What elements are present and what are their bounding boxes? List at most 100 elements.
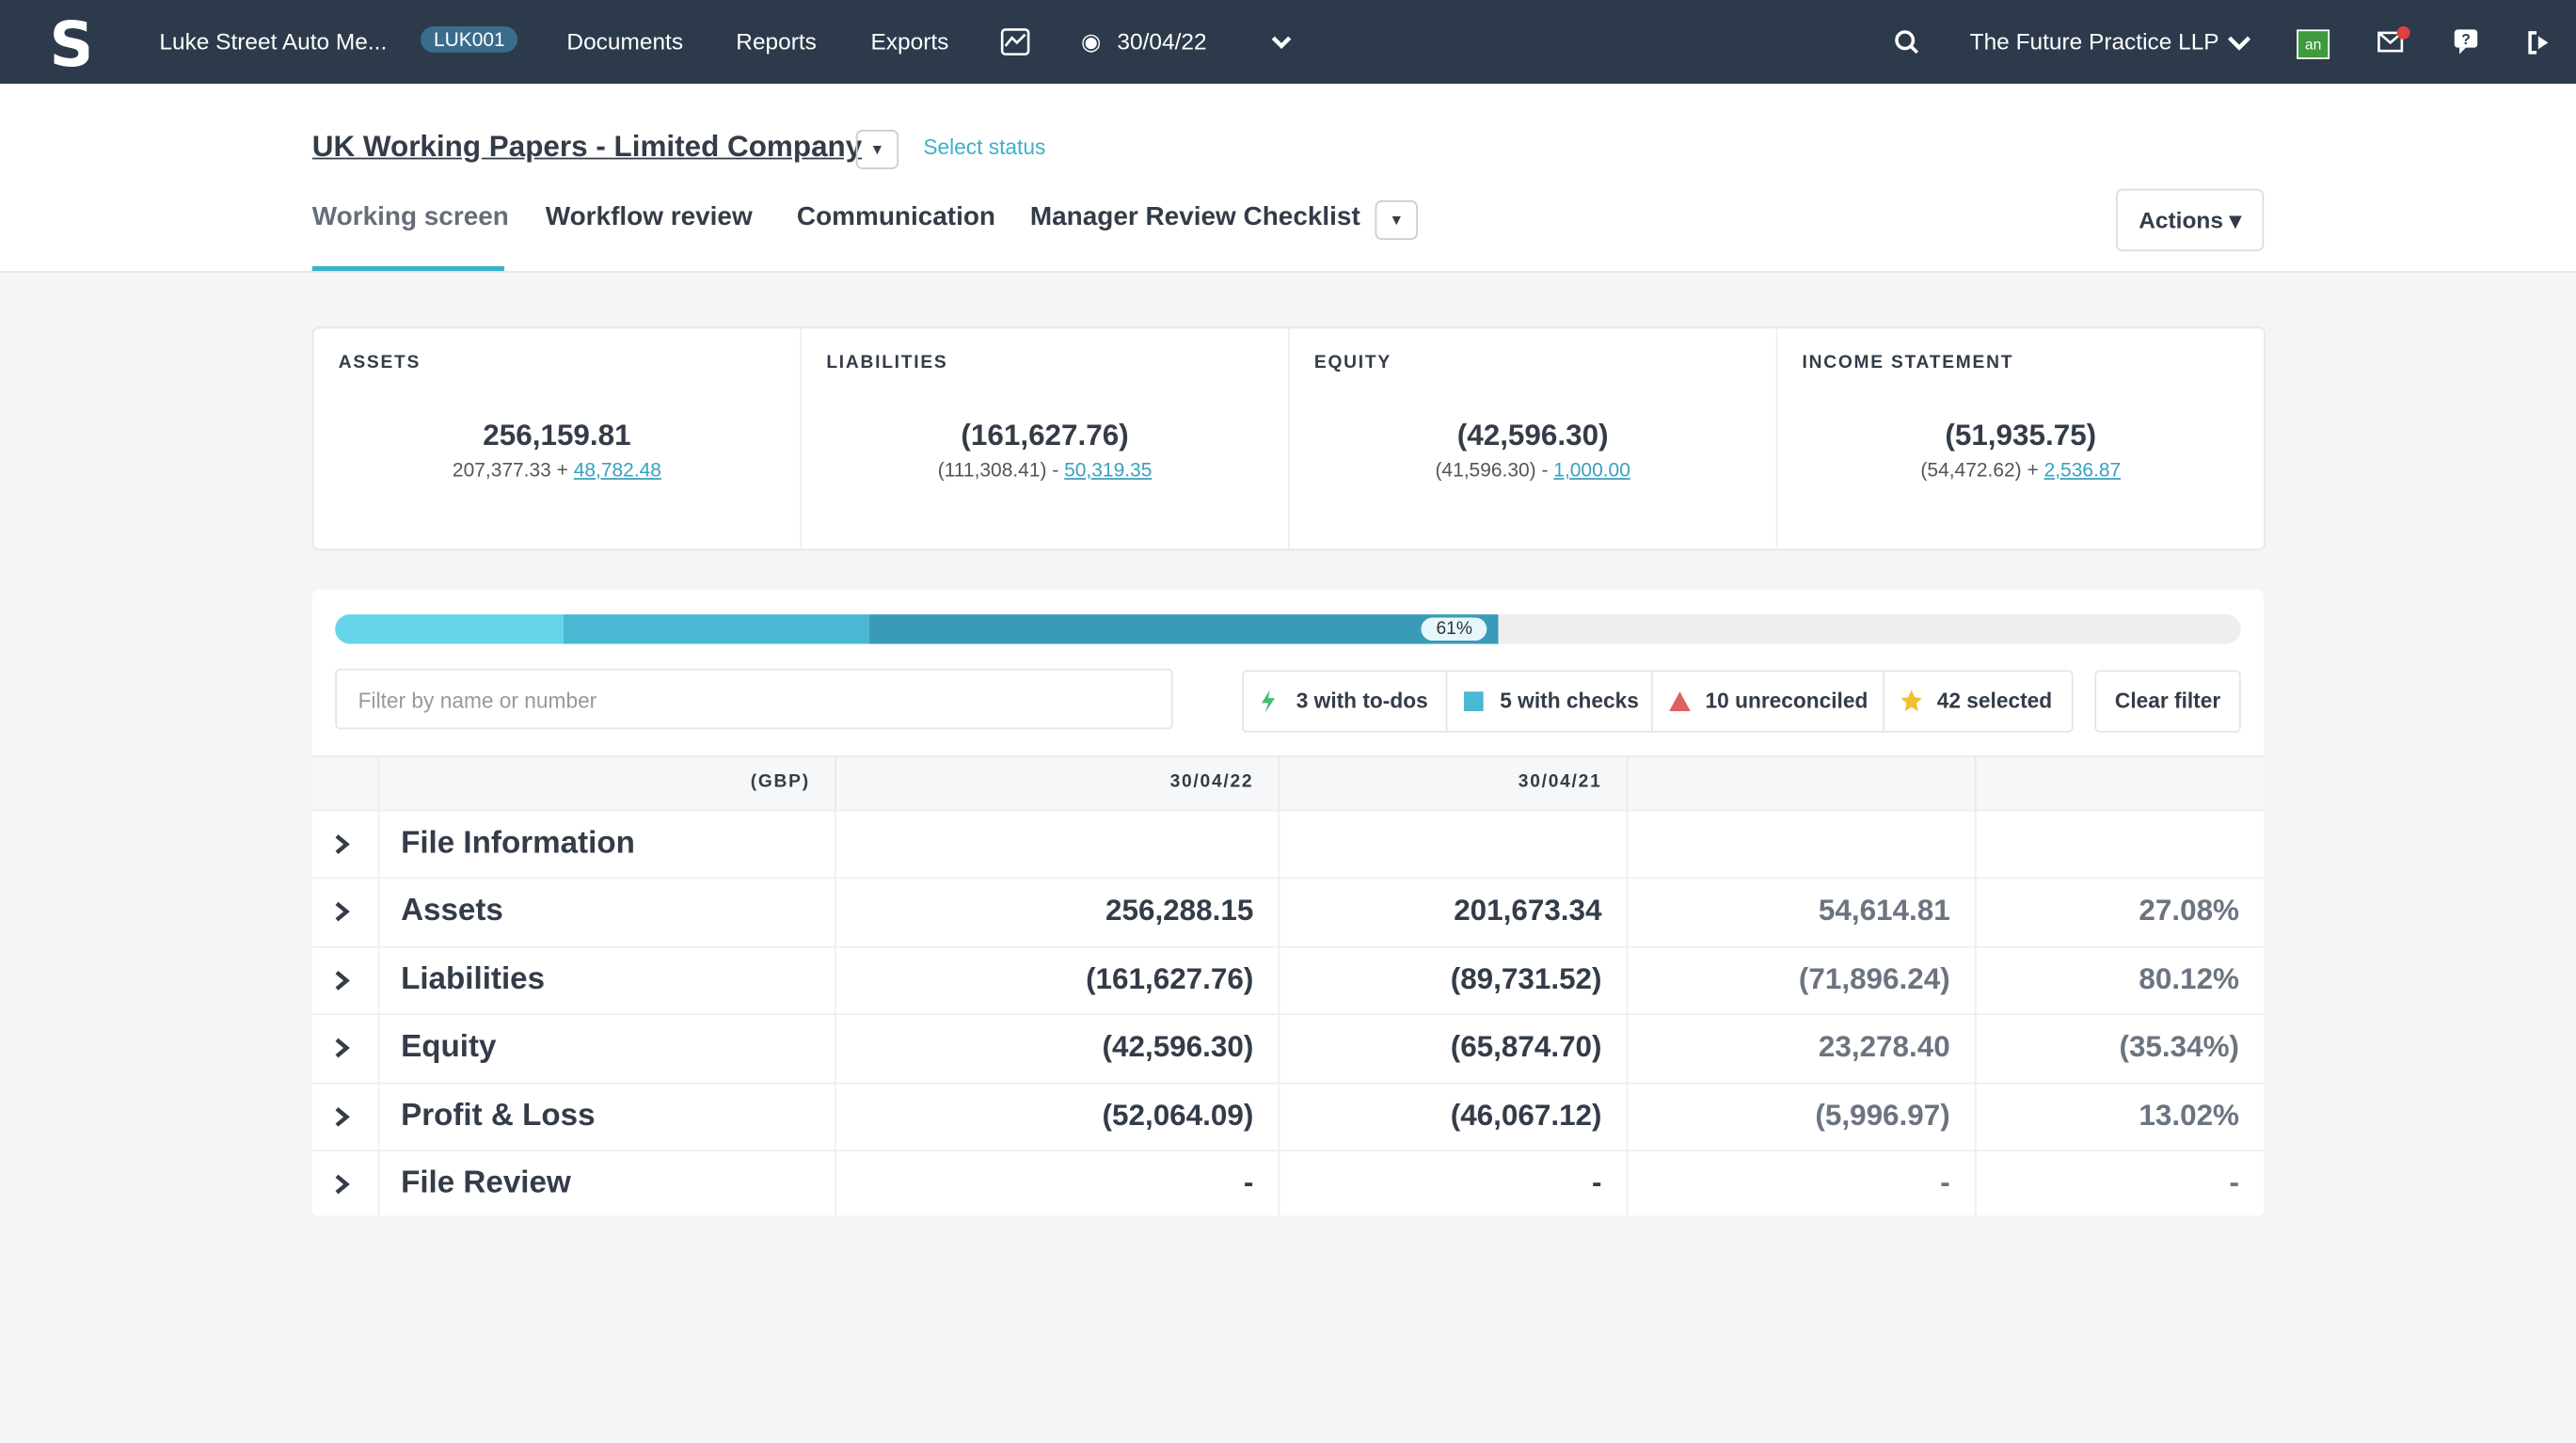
expand-chevron[interactable] xyxy=(333,1173,350,1204)
card-title: ASSETS xyxy=(338,353,421,373)
table-row[interactable]: Assets 256,288.15 201,673.34 54,614.81 27.08… xyxy=(311,878,2265,947)
column-divider xyxy=(1626,879,1629,947)
filter-chip[interactable]: 5 with checks xyxy=(1447,672,1653,732)
expand-chevron[interactable] xyxy=(333,901,350,932)
expand-chevron[interactable] xyxy=(333,969,350,1000)
column-divider xyxy=(1278,1015,1280,1084)
column-divider xyxy=(1974,811,1977,880)
filter-chip[interactable]: 42 selected xyxy=(1884,672,2072,731)
tab-active[interactable]: Working screen xyxy=(311,203,509,232)
cell-value: (52,064.09) xyxy=(1102,1098,1254,1132)
column-divider xyxy=(377,811,380,880)
column-divider xyxy=(1278,811,1280,880)
help-icon[interactable]: ? xyxy=(2453,28,2479,55)
card-op: + xyxy=(556,458,568,482)
search-icon[interactable] xyxy=(1894,29,1920,56)
nav-link[interactable]: Documents xyxy=(566,27,684,55)
column-divider xyxy=(377,947,380,1015)
table-row[interactable]: Equity (42,596.30) (65,874.70) 23,278.40 (35… xyxy=(311,1013,2265,1084)
cell-value: 256,288.15 xyxy=(1105,894,1254,928)
column-divider xyxy=(1974,1083,1977,1151)
cell-value: (161,627.76) xyxy=(1086,961,1254,995)
cell-value: - xyxy=(2229,1166,2240,1199)
card-title: LIABILITIES xyxy=(826,353,948,373)
table-row[interactable]: Profit & Loss (52,064.09) (46,067.12) (5,99… xyxy=(311,1082,2265,1151)
summary-card: ASSETS 256,159.81 207,377.33 + 48,782.48 xyxy=(314,328,803,549)
card-breakdown: 207,377.33 + 48,782.48 xyxy=(314,458,801,481)
progress-segment xyxy=(868,614,1498,644)
tab[interactable]: Manager Review Checklist xyxy=(1029,203,1360,232)
cell-value: (46,067.12) xyxy=(1450,1098,1602,1132)
expand-chevron[interactable] xyxy=(333,1037,350,1068)
expand-chevron[interactable] xyxy=(333,1104,350,1135)
logo[interactable]: S xyxy=(46,13,88,72)
table-row[interactable]: File Review - - - - xyxy=(311,1150,2265,1219)
table-row[interactable]: File Information xyxy=(311,809,2265,880)
expand-chevron[interactable] xyxy=(333,832,350,864)
card-op: - xyxy=(1541,458,1549,482)
column-divider xyxy=(1974,1015,1977,1084)
chip-icon xyxy=(1262,690,1276,713)
status-select[interactable]: Select status xyxy=(923,135,1046,160)
filter-input[interactable]: Filter by name or number xyxy=(335,668,1173,730)
period-date[interactable]: 30/04/22 xyxy=(1117,27,1207,55)
column-divider xyxy=(377,756,380,810)
nav-link[interactable]: Reports xyxy=(736,27,817,55)
column-divider xyxy=(1974,947,1977,1015)
summary-card: EQUITY (42,596.30) (41,596.30) - 1,000.00 xyxy=(1290,328,1778,549)
chip-icon xyxy=(1900,690,1923,712)
column-divider xyxy=(835,756,836,810)
practice-name[interactable]: The Future Practice LLP xyxy=(1969,27,2219,55)
table-row[interactable]: Liabilities (161,627.76) (89,731.52) (71,89… xyxy=(311,945,2265,1015)
card-op: + xyxy=(2027,458,2039,482)
column-divider xyxy=(1278,1083,1280,1151)
logout-icon[interactable] xyxy=(2527,29,2553,56)
filter-chip[interactable]: 3 with to-dos xyxy=(1244,672,1448,732)
column-divider xyxy=(835,879,836,947)
progress-bar: 61% xyxy=(335,614,2241,644)
actions-button[interactable]: Actions ▾ xyxy=(2116,188,2265,252)
client-name[interactable]: Luke Street Auto Me... xyxy=(159,27,388,55)
tab[interactable]: Communication xyxy=(796,203,995,232)
page-title[interactable]: UK Working Papers - Limited Company xyxy=(311,129,863,163)
svg-text:S: S xyxy=(49,13,88,72)
client-code: LUK001 xyxy=(421,25,518,53)
panel: 61% Filter by name or number 3 with to-d… xyxy=(311,589,2265,1219)
progress-segment xyxy=(564,614,869,644)
card-link[interactable]: 48,782.48 xyxy=(573,458,661,482)
mail-icon[interactable] xyxy=(2377,24,2410,57)
chevron[interactable] xyxy=(2226,35,2252,51)
card-total: (42,596.30) xyxy=(1456,419,1609,452)
top-nav: S Luke Street Auto Me... LUK001 Document… xyxy=(0,0,2576,85)
cell-value: - xyxy=(1592,1166,1602,1199)
card-link[interactable]: 2,536.87 xyxy=(2043,458,2122,482)
filter-chip[interactable]: 10 unreconciled xyxy=(1653,672,1884,732)
tab[interactable]: Workflow review xyxy=(545,203,753,232)
card-base: (54,472.62) xyxy=(1920,458,2022,482)
column-divider xyxy=(377,879,380,947)
column-divider xyxy=(1626,1083,1629,1151)
cell-value: 80.12% xyxy=(2139,961,2240,995)
progress-label: 61% xyxy=(1421,617,1487,642)
chevron[interactable] xyxy=(1270,35,1293,51)
chip-icon xyxy=(1669,691,1691,712)
column-divider xyxy=(1626,1151,1629,1219)
column-divider xyxy=(377,1083,380,1151)
row-name: File Information xyxy=(401,826,635,861)
tab-dropdown[interactable]: ▼ xyxy=(1375,200,1418,240)
card-total: 256,159.81 xyxy=(483,419,631,452)
card-link[interactable]: 1,000.00 xyxy=(1553,458,1630,482)
card-link[interactable]: 50,319.35 xyxy=(1064,458,1153,482)
title-dropdown[interactable]: ▼ xyxy=(855,129,899,169)
avatar[interactable]: an xyxy=(2297,29,2330,59)
chart-icon[interactable] xyxy=(1000,28,1030,56)
column-divider xyxy=(835,947,836,1015)
nav-link[interactable]: Exports xyxy=(870,27,949,55)
column-divider xyxy=(1974,756,1977,810)
row-name: Profit & Loss xyxy=(401,1098,596,1134)
column-divider xyxy=(835,811,836,880)
card-title: EQUITY xyxy=(1313,353,1391,373)
clear-filter[interactable]: Clear filter xyxy=(2094,670,2241,733)
